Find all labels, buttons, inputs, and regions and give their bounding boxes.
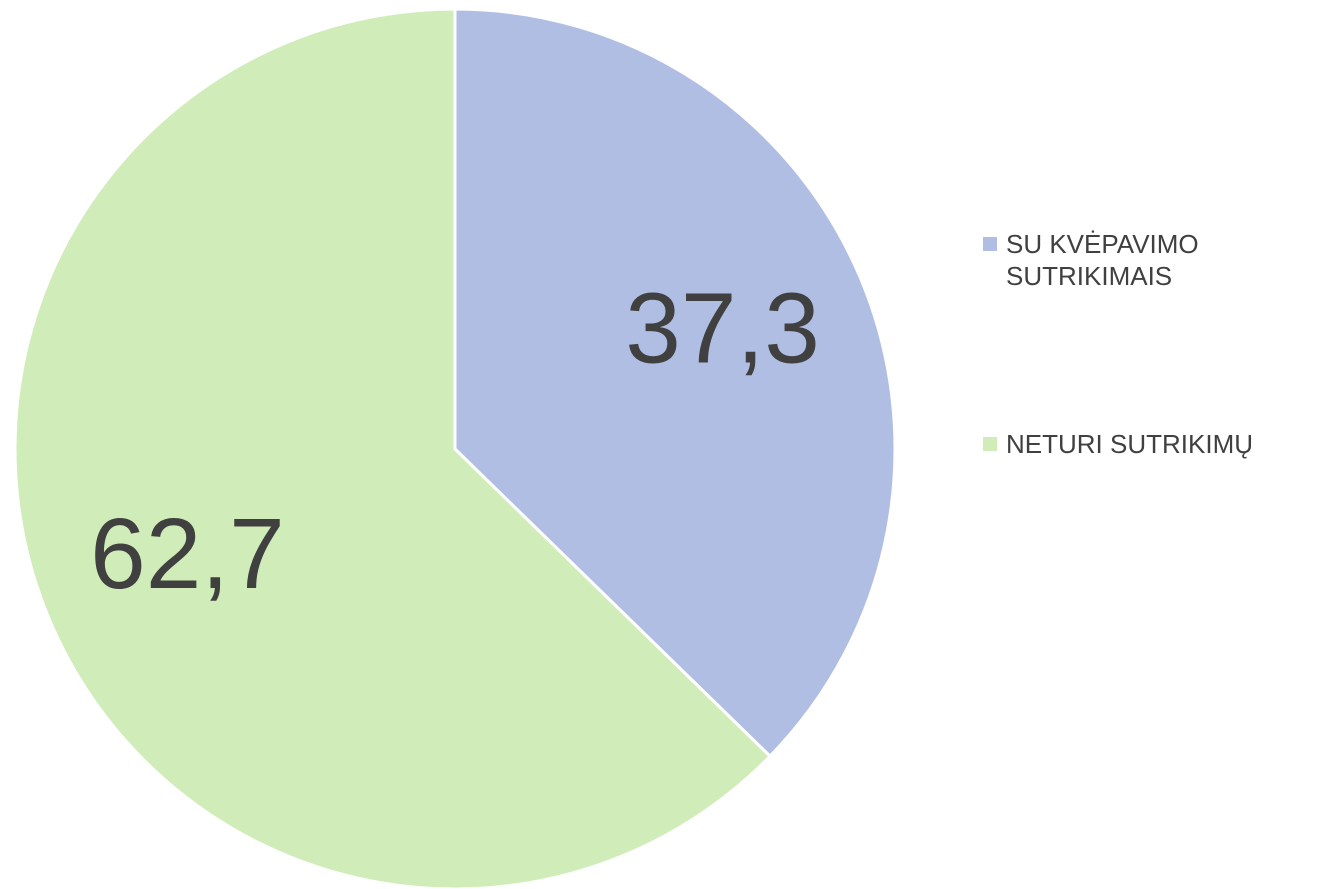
legend-swatch (982, 236, 998, 252)
data-label: 62,7 (90, 498, 285, 610)
data-label: 37,3 (625, 273, 820, 385)
pie-slice (453, 7, 897, 759)
legend-label: NETURI SUTRIKIMŲ (1006, 429, 1253, 459)
legend-item: NETURI SUTRIKIMŲ (982, 428, 1253, 460)
legend-item: SU KVĖPAVIMO SUTRIKIMAIS (982, 228, 1256, 292)
legend-label: SU KVĖPAVIMO SUTRIKIMAIS (1006, 229, 1199, 291)
pie-slice (13, 7, 773, 889)
legend-swatch (982, 436, 998, 452)
